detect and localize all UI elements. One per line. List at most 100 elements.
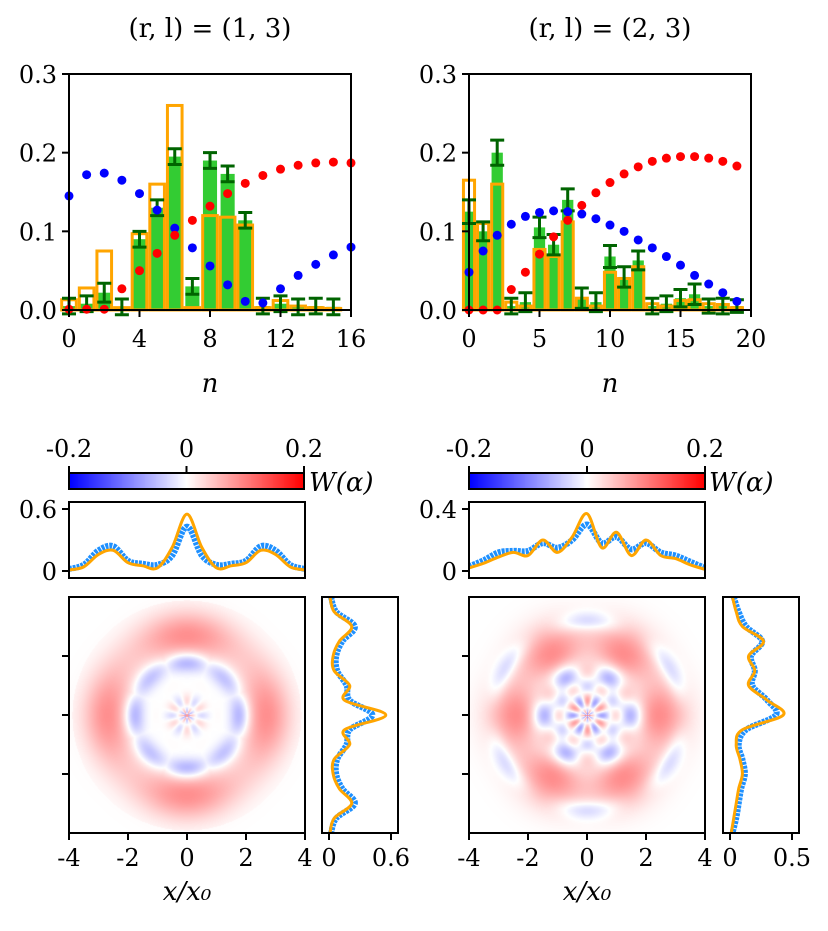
left-wigner-right-marginal-xtick-label: 0 [321, 844, 336, 872]
right-chart-xtick-label: 0 [461, 325, 476, 353]
left-wigner-xtick-label: -2 [116, 844, 139, 872]
right-chart-blue-point [478, 246, 488, 256]
right-chart-blue-point [492, 230, 502, 240]
right-chart-blue-point [520, 211, 530, 221]
right-wigner-xtick-label: -4 [457, 844, 480, 872]
left-chart-blue-point [170, 223, 180, 233]
left-chart-red-point [135, 266, 144, 276]
left-chart-red-point [152, 248, 162, 258]
left-chart-blue-point [311, 259, 321, 269]
left-chart-blue-point [258, 298, 268, 308]
right-wigner-top-marginal-theory [468, 512, 706, 571]
left-wigner-xtick-label: 0 [179, 844, 194, 872]
right-chart-xtick-label: 10 [595, 325, 626, 353]
left-chart-ytick-label: 0.0 [19, 297, 57, 325]
left-chart-error-bar [132, 229, 147, 249]
colorbar-left-tick-label: 0.2 [285, 435, 323, 463]
right-chart-blue-point [633, 235, 643, 245]
left-chart-ytick-label: 0.1 [19, 218, 57, 246]
left-chart-blue-point [293, 270, 303, 280]
left-wigner-right-marginal-measured [328, 596, 376, 834]
right-chart-error-bar [659, 294, 674, 314]
right-chart-measured-bar [477, 231, 489, 310]
right-wigner-right-marginal-xtick-label: 0 [722, 844, 737, 872]
right-wigner-xtick-label: 0 [579, 844, 594, 872]
right-wigner-right-marginal-theory [729, 596, 786, 834]
right-chart-red-point [661, 153, 671, 163]
left-chart-blue-point [99, 168, 109, 178]
title-left: (r, l) = (1, 3) [129, 14, 292, 44]
right-chart-red-point [647, 156, 657, 166]
left-chart-error-bar [185, 277, 200, 296]
right-chart-ytick-label: 0.3 [419, 61, 457, 89]
right-chart-blue-point [690, 270, 700, 280]
colorbar-right [469, 473, 705, 489]
heatmap-xlabel-right: x/x₀ [563, 877, 612, 907]
right-chart-blue-point [506, 219, 516, 229]
left-chart-blue-point [276, 284, 285, 294]
left-chart-xtick-label: 16 [336, 325, 367, 353]
right-chart-blue-point [591, 214, 601, 224]
right-chart-measured-bar [632, 260, 644, 310]
left-chart-error-bar [220, 164, 235, 184]
right-chart-error-bar [574, 286, 589, 310]
left-chart-xtick-label: 12 [265, 325, 296, 353]
right-chart-red-point [549, 232, 559, 242]
right-wigner-xtick-label: 2 [638, 844, 653, 872]
left-chart-error-bar [308, 296, 323, 316]
left-wigner-top-marginal-frame [68, 501, 306, 579]
right-chart-blue-point [605, 220, 615, 230]
right-chart-red-point [506, 285, 516, 295]
left-chart-red-point [187, 215, 197, 225]
left-wigner-top-marginal-measured [68, 523, 306, 572]
wigner-heatmap-left [69, 597, 304, 833]
left-wigner-xtick-label: 4 [297, 844, 312, 872]
right-chart-xtick-label: 5 [532, 325, 547, 353]
left-chart-red-point [258, 170, 268, 180]
right-wigner-top-marginal-measured [467, 521, 707, 571]
right-wigner-top-marginal-frame [468, 501, 706, 579]
colorbar-right-tick-label: -0.2 [446, 435, 492, 463]
right-chart-red-point [704, 153, 714, 163]
right-chart-red-point [633, 162, 643, 172]
left-chart-red-point [311, 158, 321, 168]
left-chart-ytick-label: 0.2 [19, 140, 57, 168]
right-chart-blue-point [732, 296, 742, 306]
left-chart-blue-point [205, 261, 215, 271]
right-chart-red-point [690, 152, 700, 162]
colorbar-label-right: W(α) [709, 468, 774, 498]
left-chart-error-bar [167, 147, 182, 166]
left-chart-error-bar [291, 297, 306, 317]
left-wigner-right-marginal-theory [328, 596, 388, 834]
right-chart-red-point [520, 267, 530, 277]
left-wigner-xtick-label: -4 [57, 844, 80, 872]
heatmap-xlabel-left: x/x₀ [163, 877, 212, 907]
right-chart-blue-point [718, 288, 728, 298]
right-chart-ytick-label: 0.0 [419, 297, 457, 325]
colorbar-label-left: W(α) [309, 468, 374, 498]
right-chart-red-point [605, 178, 615, 188]
left-chart-blue-point [328, 250, 338, 260]
right-chart-red-point [535, 249, 544, 259]
right-chart-error-bar [588, 291, 603, 314]
left-chart-ytick-label: 0.3 [19, 61, 57, 89]
left-wigner-top-marginal-theory [68, 512, 306, 572]
right-chart-blue-point [535, 207, 544, 217]
right-wigner-top-marginal-ytick-label: 0.4 [419, 496, 457, 524]
left-chart-red-point [240, 178, 250, 188]
xlabel-left: n [202, 369, 219, 399]
colorbar-left [69, 473, 304, 489]
left-wigner-right-marginal-xtick-label: 0.6 [372, 844, 410, 872]
left-chart-measured-bar [185, 286, 200, 310]
right-chart-red-point [676, 152, 685, 162]
left-chart-measured-bar [150, 207, 165, 310]
colorbar-right-tick-label: 0.2 [686, 435, 724, 463]
left-chart-xtick-label: 8 [202, 325, 217, 353]
right-chart-xtick-label: 15 [665, 325, 696, 353]
left-chart-red-point [276, 164, 285, 174]
colorbar-right-frame [468, 472, 706, 490]
right-chart-blue-point [676, 260, 685, 270]
right-wigner-right-marginal-frame [722, 596, 800, 834]
right-chart-error-bar [504, 296, 519, 316]
left-wigner-top-marginal-ytick-label: 0.6 [19, 496, 57, 524]
